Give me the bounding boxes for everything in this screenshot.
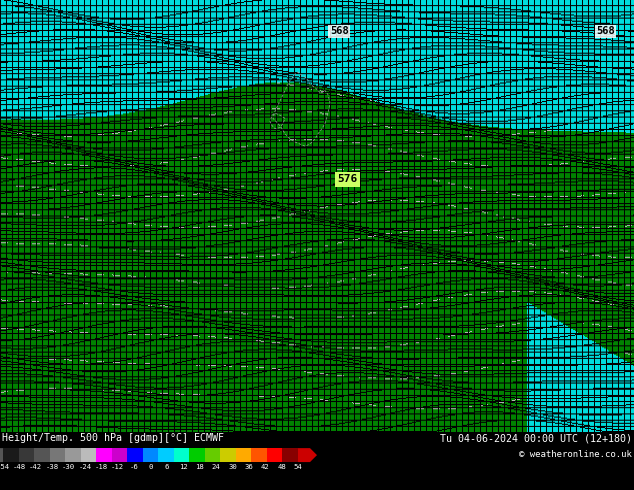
Bar (236, 448, 252, 462)
Bar (96, 448, 112, 462)
Text: 568: 568 (596, 26, 615, 36)
Text: 24: 24 (212, 464, 221, 470)
Bar (205, 448, 221, 462)
Bar (174, 448, 190, 462)
Text: 576: 576 (337, 174, 358, 184)
FancyArrow shape (298, 448, 317, 462)
Bar (3, 448, 18, 462)
Text: Height/Temp. 500 hPa [gdmp][°C] ECMWF: Height/Temp. 500 hPa [gdmp][°C] ECMWF (2, 433, 224, 443)
Text: 12: 12 (179, 464, 188, 470)
Text: 48: 48 (277, 464, 286, 470)
Text: 30: 30 (228, 464, 237, 470)
Bar (127, 448, 143, 462)
Bar (221, 448, 236, 462)
Bar (112, 448, 127, 462)
Text: © weatheronline.co.uk: © weatheronline.co.uk (519, 450, 632, 459)
Bar (267, 448, 283, 462)
FancyArrow shape (0, 448, 3, 462)
Bar (49, 448, 65, 462)
Text: -54: -54 (0, 464, 10, 470)
Text: 0: 0 (148, 464, 153, 470)
Bar (283, 448, 298, 462)
Bar (18, 448, 34, 462)
Text: 54: 54 (294, 464, 302, 470)
Bar (143, 448, 158, 462)
Text: -48: -48 (13, 464, 26, 470)
Bar (65, 448, 81, 462)
Text: -38: -38 (46, 464, 59, 470)
Text: -18: -18 (94, 464, 108, 470)
Text: 36: 36 (245, 464, 253, 470)
Text: -30: -30 (62, 464, 75, 470)
Text: -6: -6 (130, 464, 138, 470)
Text: 6: 6 (165, 464, 169, 470)
Bar (252, 448, 267, 462)
Text: -42: -42 (29, 464, 42, 470)
Text: -24: -24 (79, 464, 91, 470)
Text: -12: -12 (111, 464, 124, 470)
Bar (81, 448, 96, 462)
Bar (190, 448, 205, 462)
Text: 568: 568 (330, 26, 349, 36)
Text: 42: 42 (261, 464, 269, 470)
Text: 18: 18 (195, 464, 204, 470)
Bar (158, 448, 174, 462)
Text: Tu 04-06-2024 00:00 UTC (12+180): Tu 04-06-2024 00:00 UTC (12+180) (440, 433, 632, 443)
Bar (34, 448, 49, 462)
